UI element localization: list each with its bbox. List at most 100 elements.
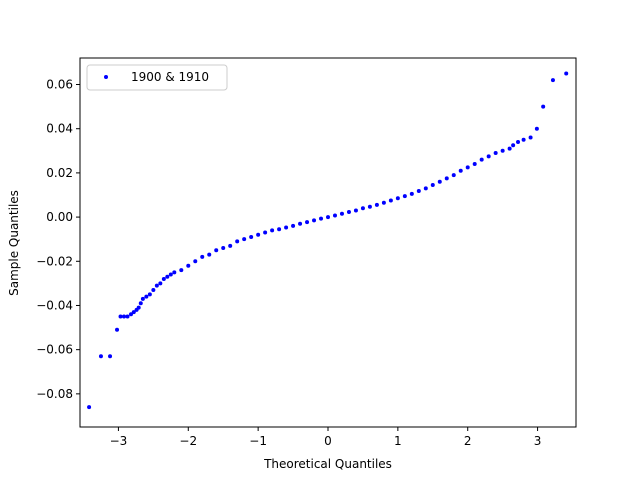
y-tick-label: 0.02 [46, 166, 73, 180]
data-point [168, 272, 173, 277]
x-axis-ticks: −3 −2 −1 0 1 2 3 [110, 427, 542, 448]
data-point [108, 354, 113, 359]
data-point [214, 248, 219, 253]
data-point [353, 208, 358, 213]
y-axis-title: Sample Quantiles [7, 190, 21, 296]
legend-label: 1900 & 1910 [131, 70, 209, 84]
y-tick-label: −0.04 [36, 298, 73, 312]
y-tick-label: 0.00 [46, 210, 73, 224]
x-tick-label: −3 [110, 434, 128, 448]
data-point [115, 327, 120, 332]
x-tick-label: 0 [324, 434, 332, 448]
data-point [430, 183, 435, 188]
data-point [270, 228, 275, 233]
data-point [131, 310, 136, 315]
data-point [507, 146, 512, 151]
data-point [207, 252, 212, 257]
data-point [228, 243, 233, 248]
data-point [511, 143, 516, 148]
y-tick-label: 0.06 [46, 78, 73, 92]
data-point [277, 227, 282, 232]
data-point [534, 126, 539, 131]
data-point [486, 154, 491, 159]
data-point [521, 137, 526, 142]
data-point [263, 230, 268, 235]
data-point [479, 157, 484, 162]
data-point [374, 202, 379, 207]
data-point [298, 221, 303, 226]
data-point [122, 314, 127, 319]
data-point [128, 312, 133, 317]
y-tick-label: −0.06 [36, 343, 73, 357]
data-point [235, 239, 240, 244]
data-point [249, 234, 254, 239]
legend-marker [104, 75, 108, 79]
data-point [550, 78, 555, 83]
data-point [493, 151, 498, 156]
data-point [423, 186, 428, 191]
data-point [332, 213, 337, 218]
data-point [291, 223, 296, 228]
data-point [158, 281, 163, 286]
legend: 1900 & 1910 [86, 64, 228, 91]
x-tick-label: 2 [464, 434, 472, 448]
data-point [360, 206, 365, 211]
data-point [500, 148, 505, 153]
data-points [87, 71, 569, 410]
data-point [140, 296, 145, 301]
data-point [151, 288, 156, 293]
data-point [326, 215, 330, 220]
data-point [305, 220, 310, 225]
data-point [98, 354, 103, 359]
legend-box [86, 64, 228, 91]
y-tick-label: 0.04 [46, 122, 73, 136]
data-point [125, 314, 130, 319]
data-point [381, 200, 386, 205]
data-point [118, 314, 123, 319]
data-point [516, 139, 521, 144]
data-point [221, 246, 226, 251]
y-axis-ticks: 0.06 0.04 0.02 0.00 −0.02 −0.04 −0.06 −0.08 [36, 78, 80, 401]
y-tick-label: −0.02 [36, 254, 73, 268]
data-point [395, 196, 400, 201]
x-tick-label: 3 [534, 434, 542, 448]
data-point [528, 135, 533, 140]
data-point [416, 189, 421, 194]
data-point [165, 274, 170, 279]
data-point [161, 276, 166, 281]
data-point [458, 168, 463, 173]
data-point [256, 232, 261, 237]
data-point [444, 176, 449, 181]
data-point [339, 211, 344, 216]
data-point [284, 225, 289, 230]
x-tick-label: −2 [179, 434, 197, 448]
data-point [367, 204, 372, 209]
data-point [200, 254, 205, 259]
data-point [242, 237, 247, 242]
x-axis-title: Theoretical Quantiles [263, 457, 392, 471]
data-point [541, 104, 546, 109]
data-point [87, 405, 92, 410]
data-point [144, 294, 149, 299]
data-point [402, 194, 407, 199]
data-point [388, 198, 393, 203]
data-point [564, 71, 569, 76]
y-tick-label: −0.08 [36, 387, 73, 401]
data-point [472, 162, 477, 167]
data-point [465, 165, 470, 170]
data-point [179, 268, 184, 273]
data-point [193, 259, 198, 264]
data-point [186, 263, 191, 268]
data-point [136, 305, 141, 310]
data-point [451, 173, 456, 178]
data-point [138, 301, 143, 306]
data-point [346, 210, 351, 215]
data-point [437, 179, 442, 184]
data-point [409, 191, 414, 196]
data-point [312, 218, 317, 223]
data-point [154, 283, 159, 288]
x-tick-label: −1 [249, 434, 267, 448]
data-point [147, 292, 152, 297]
data-point [319, 216, 324, 221]
